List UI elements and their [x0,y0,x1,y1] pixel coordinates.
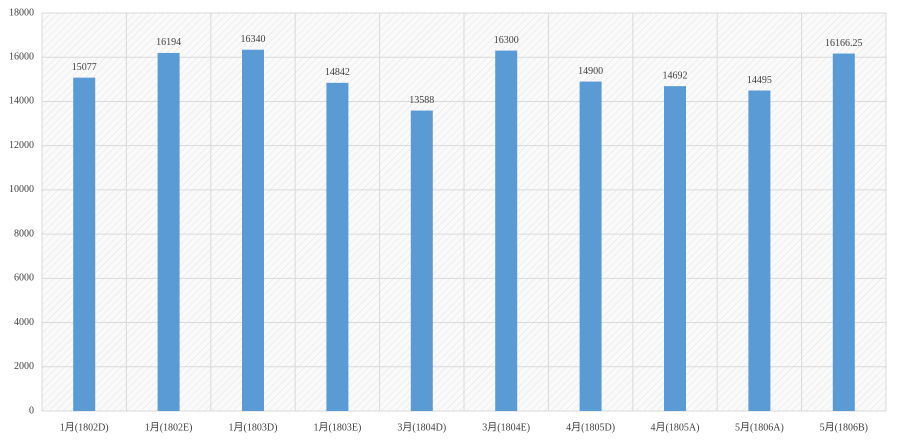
data-label: 13588 [409,95,434,106]
y-tick-label: 14000 [9,96,34,107]
x-tick-label: 5月(1806A) [735,421,784,433]
data-label: 15077 [72,62,97,73]
data-label: 16194 [156,37,181,48]
bar [579,81,602,412]
bar [73,77,96,412]
bar [832,53,855,411]
x-tick-label: 5月(1806B) [820,421,868,433]
data-label: 16300 [494,35,519,46]
bar [157,52,180,411]
data-label: 14900 [578,66,603,77]
x-tick-label: 1月(1802E) [145,421,193,433]
bar [326,82,349,411]
data-label: 14842 [325,67,350,78]
bar [748,90,771,411]
x-tick-label: 1月(1803D) [229,421,278,433]
x-tick-label: 1月(1802D) [60,421,109,433]
y-tick-label: 10000 [9,184,34,195]
x-tick-label: 4月(1805A) [651,421,700,433]
data-label: 16166.25 [825,38,863,49]
x-tick-label: 1月(1803E) [314,421,362,433]
y-tick-label: 18000 [9,7,34,18]
data-label: 14692 [663,70,688,81]
y-tick-label: 12000 [9,140,34,151]
y-tick-label: 2000 [14,361,34,372]
data-label: 14495 [747,75,772,86]
bar [242,49,264,412]
y-tick-label: 0 [29,405,34,416]
data-label: 16340 [241,34,266,45]
y-tick-label: 6000 [14,273,34,284]
x-tick-label: 3月(1804E) [482,421,530,433]
y-tick-label: 4000 [14,317,34,328]
y-tick-label: 8000 [14,228,34,239]
bar [410,110,433,411]
bar [495,50,518,411]
x-tick-label: 4月(1805D) [566,421,615,433]
y-tick-label: 16000 [9,52,34,63]
bar [664,86,686,411]
x-tick-label: 3月(1804D) [397,421,446,433]
